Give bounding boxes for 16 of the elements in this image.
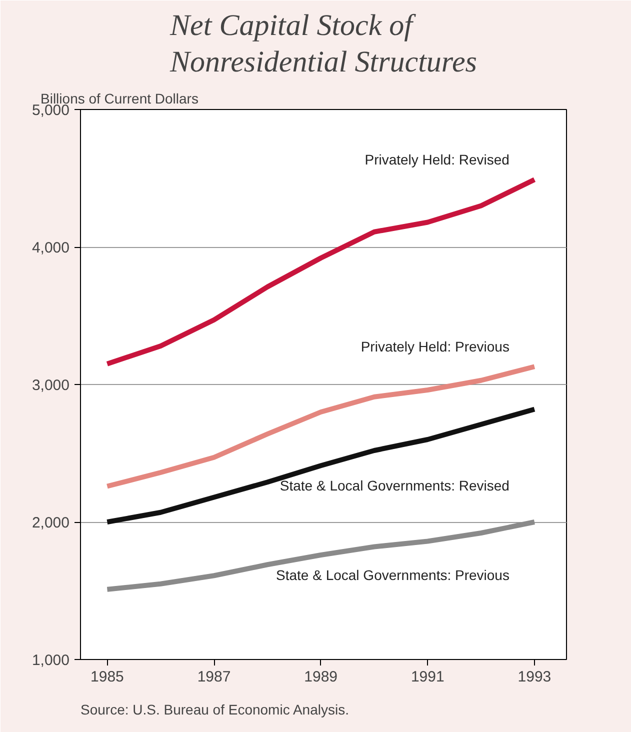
- series-label: State & Local Governments: Revised: [280, 478, 510, 494]
- series-label: State & Local Governments: Previous: [276, 567, 510, 583]
- source-note: Source: U.S. Bureau of Economic Analysis.: [80, 702, 349, 718]
- x-tick-label: 1987: [197, 668, 231, 686]
- x-tick-label: 1985: [90, 668, 124, 686]
- x-tick-label: 1991: [410, 668, 444, 686]
- y-tick-label: 5,000: [32, 102, 70, 119]
- x-tick-label: 1993: [518, 668, 552, 686]
- y-tick-label: 3,000: [32, 377, 70, 394]
- series-label: Privately Held: Previous: [360, 338, 510, 355]
- x-tick-label: 1989: [304, 668, 338, 686]
- series-label: Privately Held: Revised: [364, 152, 510, 168]
- chart-title: Net Capital Stock of Nonresidential Structures: [169, 9, 477, 78]
- y-tick-label: 4,000: [32, 240, 70, 256]
- y-tick-label: 1,000: [32, 652, 70, 669]
- y-tick-label: 2,000: [32, 514, 70, 532]
